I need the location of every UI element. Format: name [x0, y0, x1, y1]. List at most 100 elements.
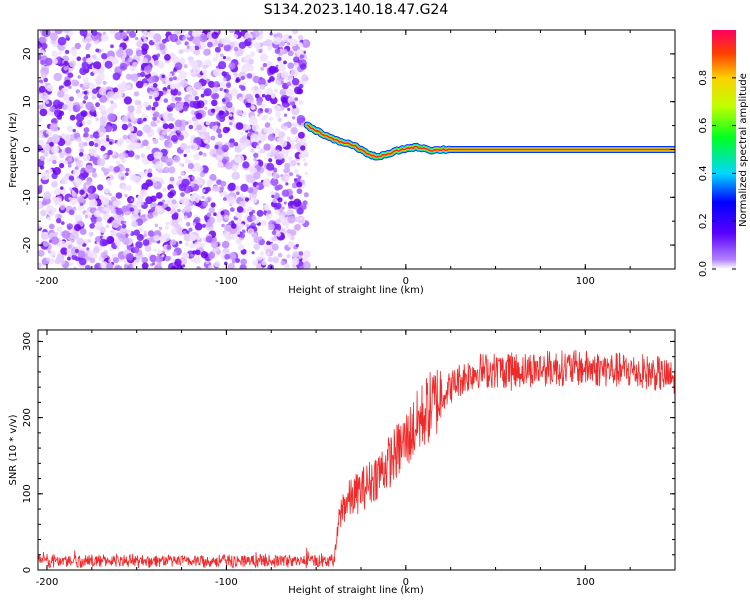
noise-speckle	[147, 132, 153, 138]
noise-speckle	[277, 117, 282, 123]
noise-speckle	[68, 157, 72, 162]
noise-speckle	[83, 239, 89, 244]
noise-speckle	[208, 251, 216, 259]
noise-speckle	[191, 176, 196, 180]
noise-speckle	[177, 91, 182, 96]
noise-speckle	[174, 96, 180, 102]
noise-speckle	[128, 30, 137, 38]
noise-speckle	[85, 42, 92, 48]
noise-speckle	[83, 81, 90, 88]
noise-speckle	[274, 48, 281, 54]
noise-speckle	[125, 172, 129, 176]
noise-speckle	[129, 135, 138, 144]
noise-speckle	[202, 237, 206, 241]
noise-speckle	[87, 250, 95, 258]
noise-speckle	[262, 62, 268, 68]
noise-speckle	[151, 106, 156, 111]
noise-speckle	[182, 251, 190, 259]
noise-speckle	[143, 182, 147, 187]
noise-speckle	[202, 68, 208, 74]
noise-speckle	[297, 42, 304, 48]
noise-speckle	[180, 192, 185, 198]
noise-speckle	[160, 180, 165, 185]
noise-speckle	[78, 257, 87, 266]
noise-speckle	[293, 178, 298, 182]
noise-speckle	[220, 180, 227, 187]
colorbar-tick-label: 0.2	[698, 213, 709, 229]
noise-speckle	[143, 38, 149, 44]
noise-speckle	[47, 137, 55, 144]
noise-speckle	[287, 62, 295, 69]
noise-speckle	[297, 35, 304, 41]
noise-speckle	[239, 232, 246, 239]
noise-speckle	[291, 257, 300, 266]
noise-speckle	[83, 95, 89, 100]
noise-speckle	[156, 119, 161, 124]
noise-speckle	[303, 162, 308, 167]
noise-speckle	[174, 102, 184, 112]
noise-speckle	[155, 45, 161, 51]
noise-speckle	[222, 231, 230, 238]
noise-speckle	[99, 115, 108, 124]
noise-speckle	[153, 248, 157, 253]
noise-speckle	[93, 61, 102, 70]
noise-speckle	[221, 71, 227, 77]
noise-speckle	[119, 62, 128, 71]
noise-speckle	[263, 128, 269, 134]
noise-speckle	[251, 251, 255, 255]
noise-speckle	[110, 44, 114, 49]
noise-speckle	[193, 66, 201, 75]
noise-speckle	[273, 88, 279, 93]
noise-speckle	[81, 61, 89, 69]
noise-speckle	[235, 78, 240, 83]
noise-speckle	[296, 207, 304, 215]
noise-speckle	[240, 183, 249, 192]
noise-speckle	[72, 206, 77, 211]
noise-speckle	[274, 202, 282, 210]
noise-speckle	[241, 64, 250, 73]
noise-speckle	[169, 33, 179, 43]
noise-speckle	[215, 53, 220, 58]
noise-speckle	[79, 30, 88, 37]
noise-speckle	[82, 100, 87, 104]
noise-speckle	[194, 222, 203, 231]
noise-speckle	[168, 123, 175, 130]
noise-speckle	[225, 82, 232, 88]
noise-speckle	[95, 57, 99, 61]
noise-speckle	[172, 76, 177, 81]
noise-speckle	[260, 219, 267, 226]
noise-speckle	[304, 171, 309, 176]
noise-speckle	[62, 104, 68, 111]
noise-speckle	[166, 90, 170, 94]
noise-speckle	[43, 151, 49, 157]
noise-speckle	[105, 262, 114, 269]
noise-speckle	[266, 244, 270, 249]
noise-speckle	[112, 200, 119, 207]
noise-speckle	[289, 97, 295, 102]
noise-speckle	[38, 54, 42, 61]
noise-speckle	[214, 106, 220, 111]
noise-speckle	[120, 176, 125, 180]
noise-speckle	[39, 36, 47, 44]
noise-speckle	[238, 142, 247, 150]
noise-speckle	[109, 141, 113, 145]
noise-speckle	[280, 140, 288, 148]
noise-speckle	[107, 149, 113, 156]
noise-speckle	[186, 86, 194, 94]
noise-speckle	[121, 223, 127, 229]
noise-speckle	[107, 181, 112, 186]
noise-speckle	[259, 30, 264, 35]
snr-panel: -200 -100 0 100 0 100 200 300 Height of straigh…	[8, 329, 676, 596]
noise-speckle	[173, 212, 179, 218]
noise-speckle	[114, 90, 123, 99]
noise-speckle	[97, 145, 102, 149]
noise-speckle	[249, 229, 253, 233]
noise-speckle	[283, 60, 287, 65]
noise-speckle	[119, 227, 128, 235]
noise-speckle	[78, 172, 87, 181]
noise-speckle	[147, 230, 155, 237]
noise-speckle	[287, 50, 294, 57]
x-tick-label: 100	[576, 577, 595, 588]
noise-speckle	[89, 134, 94, 139]
noise-speckle	[254, 93, 260, 99]
